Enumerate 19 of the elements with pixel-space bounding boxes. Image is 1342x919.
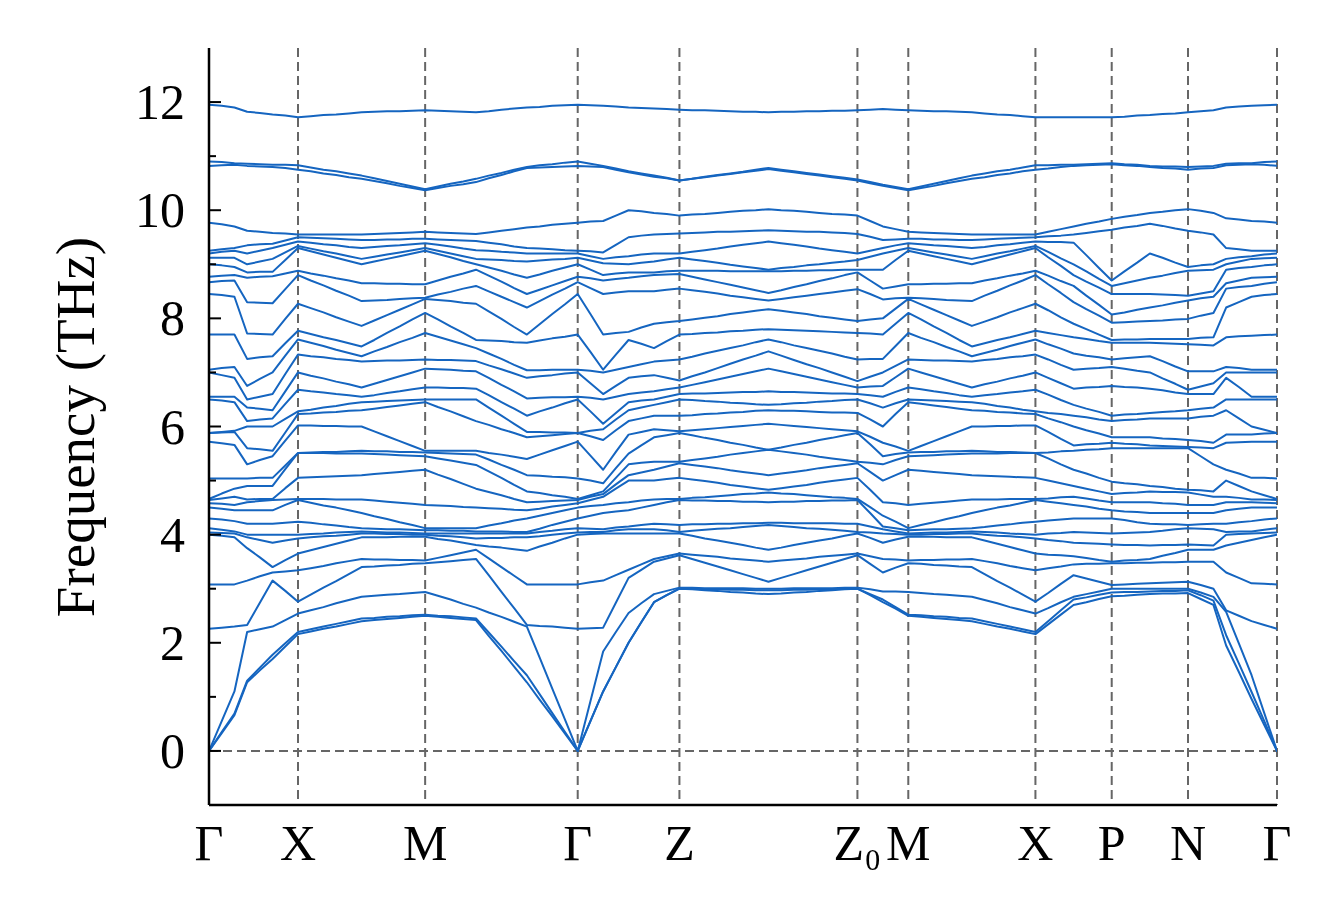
x-tick-label: Γ xyxy=(194,815,224,871)
x-tick-label: Γ xyxy=(1262,815,1292,871)
x-tick-label: X xyxy=(1017,815,1054,871)
x-tick-label: M xyxy=(886,815,931,871)
y-tick-label: 12 xyxy=(135,74,185,131)
x-tick-label: N xyxy=(1169,815,1207,871)
x-tick-label: Z₀ xyxy=(833,815,882,871)
y-tick-label: 6 xyxy=(160,398,185,455)
y-tick-label: 8 xyxy=(160,290,185,347)
x-tick-label: P xyxy=(1097,815,1126,871)
y-tick-label: 0 xyxy=(160,722,185,779)
x-tick-label: Γ xyxy=(563,815,593,871)
x-tick-label: M xyxy=(402,815,448,871)
x-tick-label: Z xyxy=(664,815,695,871)
y-tick-label: 2 xyxy=(160,614,185,671)
y-tick-label: 4 xyxy=(160,506,185,563)
y-tick-label: 10 xyxy=(135,182,185,239)
y-axis-title: Frequency (THz) xyxy=(44,236,106,617)
x-tick-label: X xyxy=(279,815,317,871)
